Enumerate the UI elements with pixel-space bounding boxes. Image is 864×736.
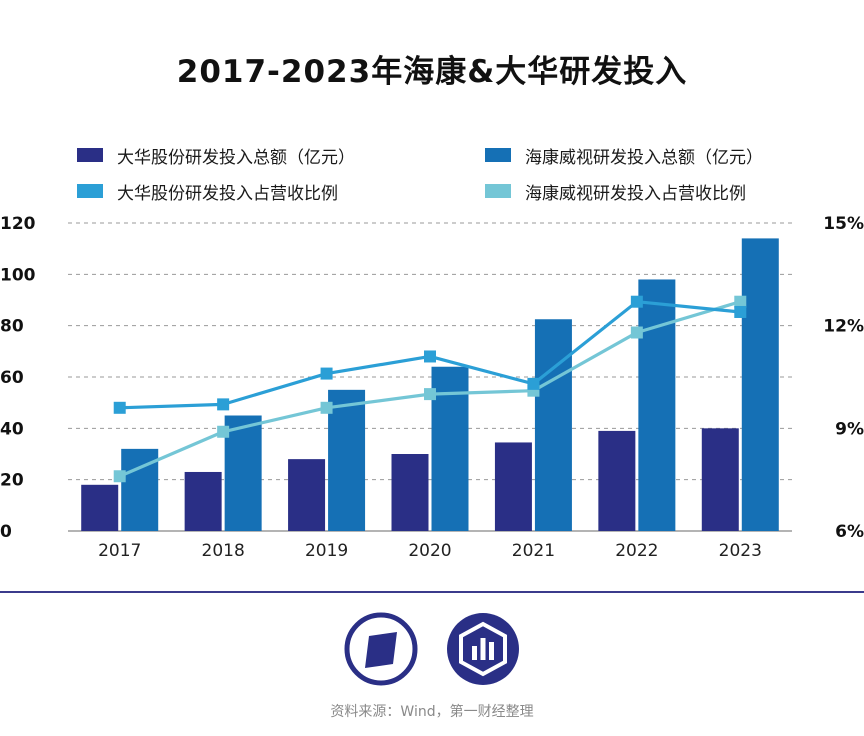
x-tick-label: 2020	[408, 541, 451, 561]
x-tick-label: 2017	[98, 541, 141, 561]
x-tick-label: 2023	[719, 541, 762, 561]
bar-hik-2018	[224, 415, 262, 531]
legend-item-dahua-ratio: 大华股份研发投入占营收比例	[77, 180, 338, 204]
marker-2020	[424, 350, 436, 363]
yicai-logo	[344, 612, 418, 686]
y-left-tick-label: 20	[0, 471, 24, 491]
bar-dahua-2017	[81, 484, 119, 531]
chart-logo	[447, 613, 519, 685]
y-left-tick-label: 0	[0, 522, 12, 542]
marker-2021	[527, 377, 540, 390]
legend-swatch-hik-amount	[485, 148, 511, 162]
marker-2017	[113, 401, 126, 414]
x-tick-label: 2018	[202, 541, 245, 561]
legend-swatch-hik-ratio	[485, 184, 511, 198]
marker-2018	[217, 398, 230, 411]
y-right-tick-label: 15%	[823, 214, 864, 234]
bar-dahua-2019	[288, 459, 326, 531]
bar-dahua-2020	[391, 454, 429, 531]
marker-2022	[630, 295, 643, 308]
bars	[81, 238, 779, 531]
bar-hik-2023	[741, 238, 779, 531]
bar-dahua-2023	[701, 428, 739, 531]
x-tick-label: 2021	[512, 541, 555, 561]
y-left-tick-label: 80	[0, 317, 24, 337]
legend-label: 海康威视研发投入总额（亿元）	[525, 147, 763, 168]
marker-2019	[320, 367, 333, 380]
y-left-tick-label: 120	[0, 214, 36, 234]
bar-dahua-2021	[494, 442, 532, 531]
bar-hik-2021	[534, 319, 572, 531]
y-right-tick-label: 12%	[823, 317, 864, 337]
legend-label: 大华股份研发投入总额（亿元）	[117, 147, 355, 168]
bar-dahua-2022	[598, 430, 636, 531]
marker-2019	[320, 401, 333, 414]
marker-2022	[630, 326, 643, 339]
lines	[113, 295, 747, 483]
marker-2018	[217, 425, 230, 438]
legend-label: 海康威视研发投入占营收比例	[525, 183, 746, 204]
y-left-tick-label: 100	[0, 265, 36, 285]
chart-title: 2017-2023年海康&大华研发投入	[176, 54, 688, 90]
legend-swatch-dahua-ratio	[77, 184, 103, 198]
x-tick-label: 2019	[305, 541, 348, 561]
bar-dahua-2018	[184, 471, 222, 531]
bar-hik-2020	[431, 366, 469, 531]
bar-hik-2019	[328, 389, 366, 531]
y-left-tick-label: 60	[0, 368, 24, 388]
grid	[68, 222, 792, 532]
chart-plot: 0 20 40 60 80 100 120 6% 9% 12% 15% 2017 2018 2019 202…	[0, 214, 864, 561]
y-right-tick-label: 9%	[835, 419, 864, 439]
legend-item-hik-amount: 海康威视研发投入总额（亿元）	[485, 144, 763, 168]
y-left-tick-label: 40	[0, 419, 24, 439]
bar-hik-2022	[638, 279, 676, 531]
legend-label: 大华股份研发投入占营收比例	[117, 183, 338, 204]
marker-2017	[113, 470, 126, 483]
source-note: 资料来源：Wind，第一财经整理	[330, 704, 534, 720]
marker-2020	[424, 388, 436, 401]
legend-swatch-dahua-amount	[77, 148, 103, 162]
legend-item-hik-ratio: 海康威视研发投入占营收比例	[485, 180, 746, 204]
marker-2023	[734, 295, 747, 308]
marker-2023	[734, 305, 747, 318]
footer-divider	[0, 591, 864, 593]
axis-labels: 0 20 40 60 80 100 120 6% 9% 12% 15% 2017 2018 2019 202…	[0, 214, 864, 561]
x-tick-label: 2022	[615, 541, 658, 561]
legend-item-dahua-amount: 大华股份研发投入总额（亿元）	[77, 144, 355, 168]
y-right-tick-label: 6%	[835, 522, 864, 542]
